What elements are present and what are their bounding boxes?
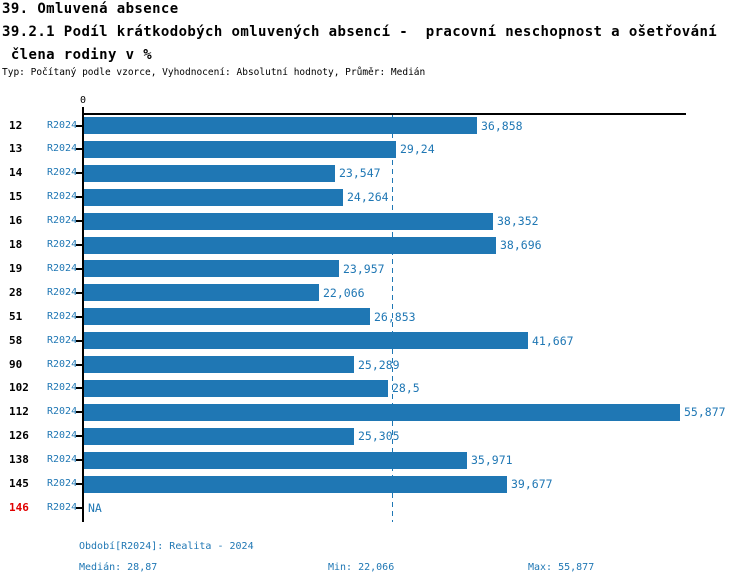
row-series-label: R2024 <box>47 120 78 131</box>
bar <box>84 284 319 301</box>
min-stat-label: Min: 22,066 <box>328 562 395 573</box>
chart-subtitle-line2: člena rodiny v % <box>2 47 153 63</box>
row-series-label: R2024 <box>47 167 78 178</box>
bar-value-label: 23,957 <box>343 262 385 276</box>
row-category-label: 126 <box>9 429 29 442</box>
row-category-label: 12 <box>9 119 23 132</box>
row-series-label: R2024 <box>47 311 78 322</box>
row-series-label: R2024 <box>47 287 78 298</box>
row-category-label: 51 <box>9 310 23 323</box>
bar <box>84 165 335 182</box>
bar-value-label: 38,696 <box>500 238 542 252</box>
x-axis-zero-label: 0 <box>79 95 87 106</box>
bar <box>84 428 354 445</box>
bar <box>84 189 343 206</box>
bar <box>84 356 354 373</box>
bar-value-label: 24,264 <box>347 190 389 204</box>
y-axis-tick <box>76 387 82 389</box>
y-axis-tick <box>76 340 82 342</box>
median-line <box>392 115 393 522</box>
row-category-label: 58 <box>9 334 23 347</box>
row-series-label: R2024 <box>47 335 78 346</box>
y-axis-tick <box>76 125 82 127</box>
bar-value-label: 35,971 <box>471 453 513 467</box>
row-series-label: R2024 <box>47 239 78 250</box>
row-series-label: R2024 <box>47 215 78 226</box>
y-axis-tick <box>76 459 82 461</box>
report-title: 39. Omluvená absence <box>2 1 179 17</box>
bar <box>84 308 370 325</box>
y-axis-tick <box>76 292 82 294</box>
row-series-label: R2024 <box>47 406 78 417</box>
y-axis-tick <box>76 148 82 150</box>
row-category-label: 146 <box>9 501 29 514</box>
bar <box>84 237 496 254</box>
row-series-label: R2024 <box>47 502 78 513</box>
row-series-label: R2024 <box>47 263 78 274</box>
bar-value-label: 38,352 <box>497 214 539 228</box>
row-series-label: R2024 <box>47 382 78 393</box>
bar-value-label: 36,858 <box>481 119 523 133</box>
bar-value-label: NA <box>88 501 102 515</box>
bar-value-label: 23,547 <box>339 166 381 180</box>
bar-value-label: 39,677 <box>511 477 553 491</box>
row-category-label: 18 <box>9 238 23 251</box>
row-series-label: R2024 <box>47 430 78 441</box>
row-category-label: 90 <box>9 358 23 371</box>
y-axis-line <box>82 107 84 522</box>
y-axis-tick <box>76 435 82 437</box>
bar-value-label: 22,066 <box>323 286 365 300</box>
max-stat-label: Max: 55,877 <box>528 562 595 573</box>
y-axis-tick <box>76 220 82 222</box>
y-axis-tick <box>76 507 82 509</box>
row-category-label: 138 <box>9 453 29 466</box>
row-category-label: 112 <box>9 405 29 418</box>
bar <box>84 452 467 469</box>
row-series-label: R2024 <box>47 359 78 370</box>
row-category-label: 102 <box>9 381 29 394</box>
chart-subtitle-line1: 39.2.1 Podíl krátkodobých omluvených abs… <box>2 24 718 40</box>
y-axis-tick <box>76 483 82 485</box>
bar-value-label: 26,853 <box>374 310 416 324</box>
bar-value-label: 41,667 <box>532 334 574 348</box>
row-series-label: R2024 <box>47 191 78 202</box>
row-category-label: 145 <box>9 477 29 490</box>
bar <box>84 404 680 421</box>
y-axis-tick <box>76 411 82 413</box>
y-axis-tick <box>76 268 82 270</box>
y-axis-tick <box>76 364 82 366</box>
row-series-label: R2024 <box>47 478 78 489</box>
bar <box>84 141 396 158</box>
bar-value-label: 28,5 <box>392 381 420 395</box>
y-axis-tick <box>76 316 82 318</box>
period-label: Období[R2024]: Realita - 2024 <box>79 541 254 552</box>
row-category-label: 16 <box>9 214 23 227</box>
row-category-label: 14 <box>9 166 23 179</box>
y-axis-tick <box>76 244 82 246</box>
y-axis-tick <box>76 172 82 174</box>
median-stat-label: Medián: 28,87 <box>79 562 158 573</box>
row-category-label: 13 <box>9 142 23 155</box>
bar <box>84 380 388 397</box>
row-category-label: 19 <box>9 262 23 275</box>
row-series-label: R2024 <box>47 143 78 154</box>
bar-value-label: 25,305 <box>358 429 400 443</box>
row-category-label: 28 <box>9 286 23 299</box>
y-axis-tick <box>76 196 82 198</box>
bar-value-label: 29,24 <box>400 142 435 156</box>
bar <box>84 260 339 277</box>
bar <box>84 332 528 349</box>
row-category-label: 15 <box>9 190 23 203</box>
bar <box>84 476 507 493</box>
bar-value-label: 55,877 <box>684 405 726 419</box>
bar-value-label: 25,289 <box>358 358 400 372</box>
row-series-label: R2024 <box>47 454 78 465</box>
bar <box>84 213 493 230</box>
x-axis-line <box>83 113 686 115</box>
chart-meta-info: Typ: Počítaný podle vzorce, Vyhodnocení:… <box>2 67 426 78</box>
bar <box>84 117 477 134</box>
